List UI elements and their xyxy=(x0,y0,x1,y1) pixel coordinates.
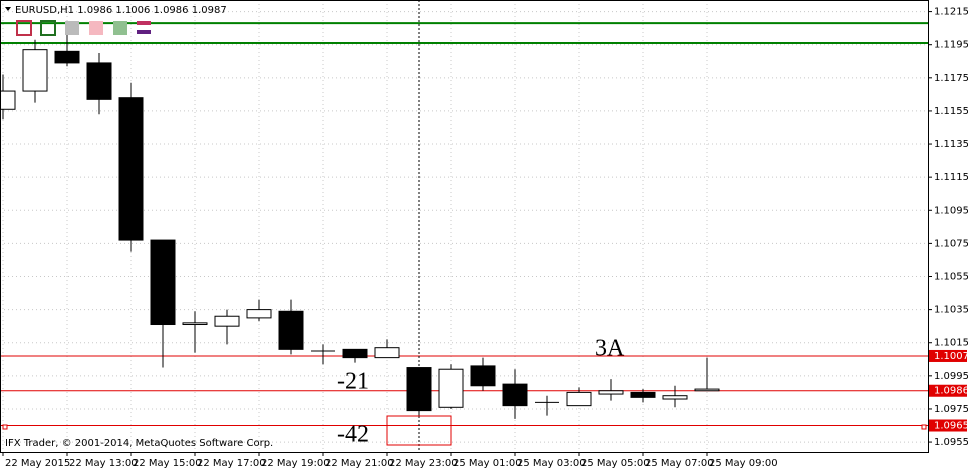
candle-body xyxy=(598,390,624,395)
icon xyxy=(137,30,151,34)
x-tick-label: 22 May 15:00 xyxy=(133,458,202,469)
x-tick-label: 22 May 2015 xyxy=(5,458,70,469)
selection-box xyxy=(386,415,452,446)
candle-body xyxy=(662,395,688,400)
x-tick-label: 22 May 21:00 xyxy=(325,458,394,469)
level-label-bg xyxy=(929,349,967,362)
grid xyxy=(0,0,928,452)
candle-body xyxy=(438,368,464,408)
candle-body xyxy=(54,50,80,64)
annotation: -21 xyxy=(337,369,369,395)
level-label: 1.0965 xyxy=(934,421,968,432)
icon xyxy=(89,21,103,35)
y-tick-label: 1.1215 xyxy=(934,7,968,18)
x-tick-label: 25 May 03:00 xyxy=(517,458,586,469)
candle-body xyxy=(214,315,240,327)
candle-body xyxy=(470,365,496,387)
candle-body xyxy=(694,388,720,392)
y-tick-label: 1.0975 xyxy=(934,404,968,415)
level-handle xyxy=(921,424,927,430)
y-tick-label: 1.1075 xyxy=(934,238,968,249)
footer: IFX Trader, © 2001-2014, MetaQuotes Soft… xyxy=(5,438,273,449)
y-tick-label: 1.0995 xyxy=(934,371,968,382)
candle-body xyxy=(502,383,528,407)
toolbar-icons xyxy=(16,20,151,36)
candle-body xyxy=(118,97,144,241)
level-handle xyxy=(2,424,8,430)
x-tick-label: 22 May 17:00 xyxy=(197,458,266,469)
level-label-bg xyxy=(929,419,967,432)
x-tick-label: 25 May 09:00 xyxy=(709,458,778,469)
y-tick-label: 1.1155 xyxy=(934,106,968,117)
icon xyxy=(40,20,56,36)
candle-body xyxy=(374,347,400,359)
y-tick-label: 1.1175 xyxy=(934,73,968,84)
frame xyxy=(0,0,929,453)
candle-body xyxy=(246,309,272,319)
x-tick-label: 22 May 13:00 xyxy=(69,458,138,469)
y-tick-label: 1.0955 xyxy=(934,437,968,448)
candle-body xyxy=(22,49,48,92)
chart-title: EURUSD,H1 1.0986 1.1006 1.0986 1.0987 xyxy=(15,5,227,16)
x-tick-label: 25 May 05:00 xyxy=(581,458,650,469)
x-tick-label: 22 May 23:00 xyxy=(389,458,458,469)
y-tick-label: 1.1035 xyxy=(934,305,968,316)
candle-body xyxy=(566,391,592,407)
y-tick-label: 1.1195 xyxy=(934,40,968,51)
level-label-bg xyxy=(929,384,967,397)
y-tick-label: 1.1015 xyxy=(934,338,968,349)
level-label: 1.1007 xyxy=(934,351,968,362)
y-tick-label: 1.1135 xyxy=(934,139,968,150)
candle-body xyxy=(342,348,368,359)
levels xyxy=(0,22,928,427)
menu-arrow xyxy=(5,7,11,11)
candle-body xyxy=(0,90,16,110)
icon xyxy=(137,21,151,25)
candle-body xyxy=(182,322,208,326)
x-tick-label: 25 May 01:00 xyxy=(453,458,522,469)
icon xyxy=(65,21,79,35)
candle-body xyxy=(278,310,304,350)
y-tick-label: 1.1115 xyxy=(934,172,968,183)
x-tick-label: 22 May 19:00 xyxy=(261,458,330,469)
y-tick-label: 1.1055 xyxy=(934,271,968,282)
candle-body xyxy=(150,239,176,326)
annotation: 3A xyxy=(595,336,625,362)
annotation: -42 xyxy=(337,422,369,448)
icon xyxy=(16,20,32,36)
x-tick-label: 25 May 07:00 xyxy=(645,458,714,469)
candle-body xyxy=(630,391,656,398)
icon xyxy=(113,21,127,35)
candle-body xyxy=(86,62,112,100)
y-tick-label: 1.1095 xyxy=(934,205,968,216)
level-label: 1.0986 xyxy=(934,386,968,397)
